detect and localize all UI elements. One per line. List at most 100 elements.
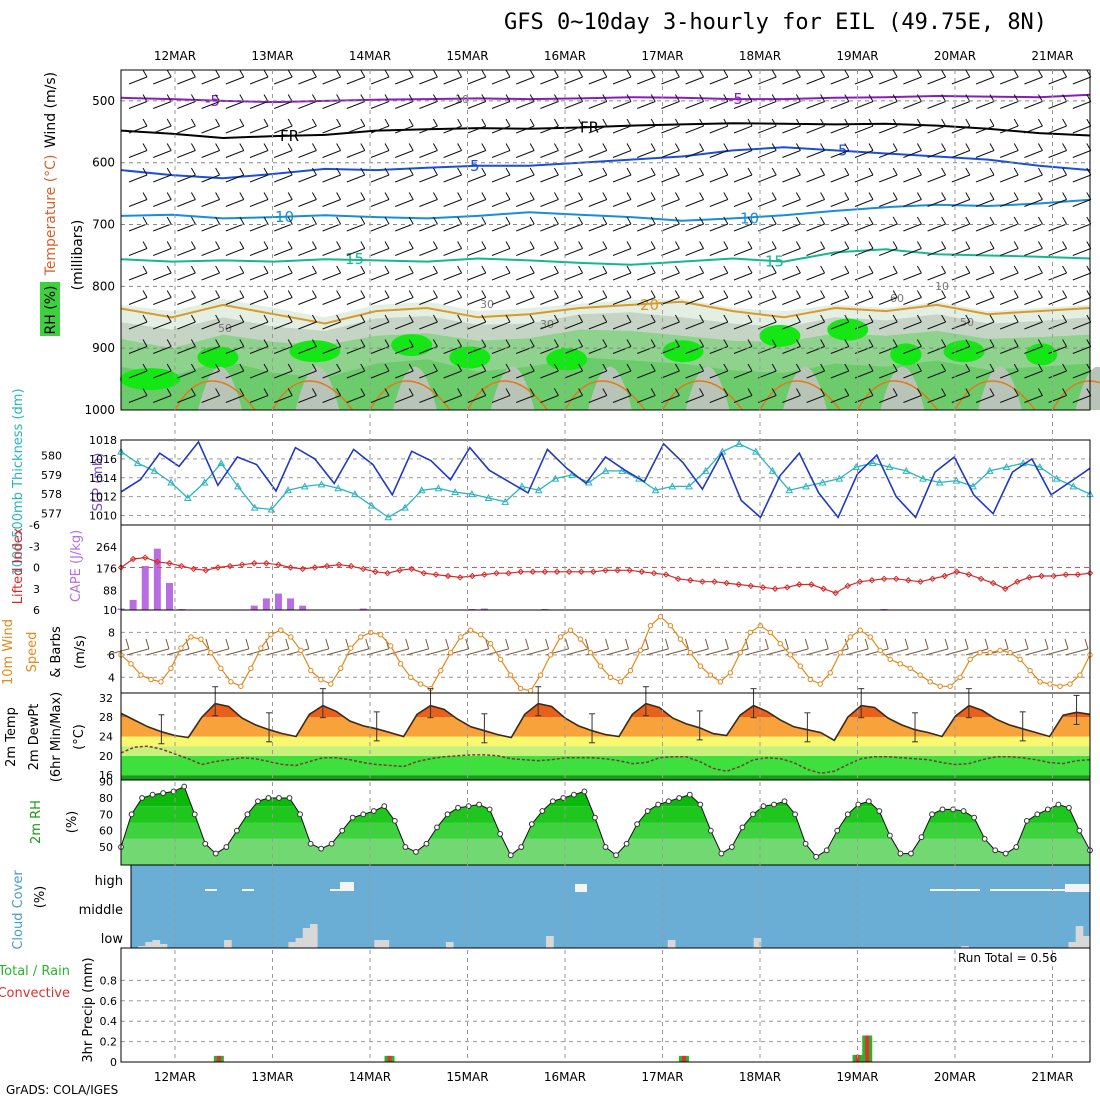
thickness-tick: 578 — [41, 488, 62, 501]
wind-barb — [637, 339, 656, 354]
li-line — [120, 556, 1091, 594]
wind-barb — [419, 167, 438, 183]
wind-barb — [516, 143, 535, 158]
wind-barb — [758, 339, 777, 354]
wind-barb — [637, 314, 656, 330]
temp-contour — [120, 93, 1091, 104]
wind-barb — [395, 388, 414, 403]
wind-barb — [612, 69, 632, 85]
wind-tick: 6 — [108, 649, 115, 662]
wind-barb — [274, 388, 293, 403]
wind-barb — [1024, 388, 1043, 403]
wind-barb — [419, 314, 438, 330]
wind-barb — [637, 167, 656, 183]
wind-barb — [661, 388, 680, 403]
wind-barb — [443, 314, 463, 330]
li-tick: -6 — [29, 519, 40, 532]
li-point — [905, 577, 912, 584]
wind-barb — [685, 314, 705, 330]
rh-point — [402, 844, 409, 850]
sfc-wind-barb — [566, 648, 589, 656]
wind-barb — [443, 339, 463, 354]
wind-barb — [370, 94, 390, 109]
rh-contour-label: 10 — [455, 93, 469, 106]
sfc-wind-barb — [766, 648, 789, 656]
wind-barb — [153, 118, 172, 134]
li-point — [190, 565, 197, 573]
wind-barb — [588, 314, 608, 330]
slp-tick: 1018 — [89, 434, 117, 447]
wind-barb — [588, 241, 608, 256]
wind-barb — [588, 339, 608, 354]
wind-speed-point — [637, 647, 644, 654]
precip-convective-bar — [855, 1054, 860, 1062]
thickness-point — [501, 497, 510, 505]
wind-barb — [830, 118, 850, 134]
wind-barb — [274, 192, 293, 207]
wind-barb — [806, 265, 826, 281]
wind-barb — [491, 363, 511, 379]
li-point — [529, 568, 537, 575]
wind-barb — [830, 69, 850, 85]
rh-point — [160, 790, 167, 796]
wind-barb — [709, 167, 729, 183]
wind-barb — [854, 118, 874, 134]
wind-barb — [879, 314, 898, 330]
wind-barb — [225, 167, 245, 183]
li-axis-label: Lifted Index — [11, 527, 26, 604]
rh-point — [718, 850, 725, 857]
wind-barb — [927, 118, 947, 134]
wind-barb — [854, 94, 874, 109]
sfc-wind-barb — [726, 648, 749, 656]
rh-point — [813, 853, 820, 860]
precip-frame — [120, 947, 1091, 1063]
wind-barb — [830, 290, 850, 305]
wind-barb — [806, 192, 826, 207]
cape-tick: 176 — [96, 563, 117, 576]
wind-speed-point — [358, 634, 364, 640]
wind-barb — [879, 192, 898, 207]
wind-barb — [467, 241, 487, 256]
rh-point — [444, 811, 451, 818]
low-cloud-bar — [288, 942, 297, 948]
wind-barb — [975, 216, 995, 232]
wind-barb — [975, 290, 995, 305]
rh-band — [121, 822, 1090, 839]
wind-barb — [370, 216, 390, 232]
sfc-wind-barb — [965, 648, 989, 656]
cape-bar — [359, 608, 367, 610]
li-point — [347, 562, 355, 570]
li-point — [820, 585, 827, 592]
wind-barb — [128, 241, 148, 256]
wind-speed-point — [188, 634, 194, 640]
li-point — [238, 561, 246, 568]
wind-barb — [927, 143, 947, 158]
wind-barb — [1024, 241, 1043, 256]
rh-dry-tongue — [880, 366, 925, 410]
precip-convective-bar — [216, 1055, 221, 1062]
li-point — [1038, 572, 1045, 580]
wind-barb — [249, 314, 269, 330]
wind-barb — [346, 265, 366, 281]
low-cloud-bar — [753, 938, 762, 948]
wind-speed-point — [847, 634, 853, 640]
wind-barb — [395, 192, 414, 207]
thickness-point — [351, 490, 359, 498]
wind-speed-point — [238, 683, 244, 689]
sfc-wind-barb-feather — [465, 638, 470, 650]
rh-point — [465, 803, 472, 810]
thickness-point — [334, 484, 343, 492]
date-label-top: 12MAR — [154, 49, 196, 63]
wind-barb — [540, 192, 559, 207]
wind-speed-point — [298, 647, 304, 654]
rh-point — [212, 850, 219, 857]
wind-barb — [443, 241, 463, 256]
wind-barb — [274, 339, 293, 354]
wind-barb — [782, 167, 801, 183]
sfc-wind-barb-feather — [525, 638, 530, 650]
wind-barb — [274, 143, 293, 158]
wind-barb — [709, 290, 729, 305]
li-tick: -3 — [29, 540, 40, 553]
li-point — [723, 579, 730, 587]
wind-barb — [370, 290, 390, 305]
